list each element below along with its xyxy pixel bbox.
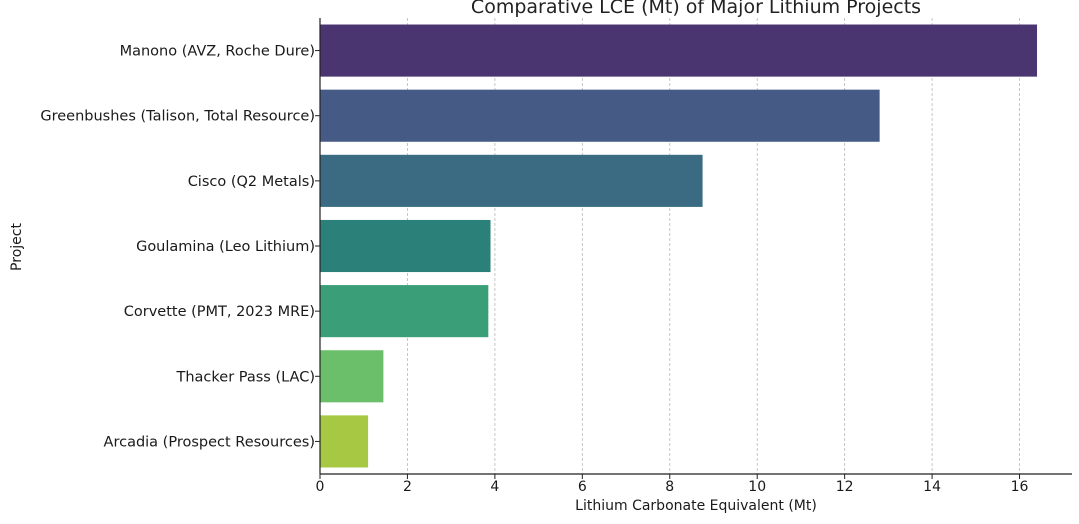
chart-title: Comparative LCE (Mt) of Major Lithium Pr… [471,0,921,18]
bar [320,89,880,142]
bar [320,154,703,207]
x-axis-title: Lithium Carbonate Equivalent (Mt) [575,498,817,514]
x-tick-label: 14 [923,479,941,495]
bar [320,350,384,403]
category-labels: Manono (AVZ, Roche Dure) Greenbushes (Tal… [40,44,315,451]
x-tick-label: 2 [403,479,412,495]
x-tick-label: 12 [836,479,854,495]
bar [320,219,491,273]
category-label: Greenbushes (Talison, Total Resource) [40,109,315,125]
category-label: Thacker Pass (LAC) [176,369,316,385]
x-tick-label: 4 [490,479,499,495]
category-label: Goulamina (Leo Lithium) [136,239,315,255]
x-tick-label: 8 [665,479,674,495]
category-label: Cisco (Q2 Metals) [188,174,315,190]
bar [320,415,369,468]
bar [320,285,489,338]
x-tick-label: 0 [316,479,325,495]
y-axis-title: Project [9,223,25,271]
x-tick-label: 16 [1011,479,1029,495]
category-label: Manono (AVZ, Roche Dure) [120,44,315,60]
x-tick-label: 10 [748,479,766,495]
bar [320,24,1038,77]
category-label: Corvette (PMT, 2023 MRE) [124,304,315,320]
bars [320,24,1038,468]
axes: 0 2 4 6 8 10 12 14 16 [315,18,1072,495]
x-tick-label: 6 [578,479,587,495]
category-label: Arcadia (Prospect Resources) [104,434,315,450]
